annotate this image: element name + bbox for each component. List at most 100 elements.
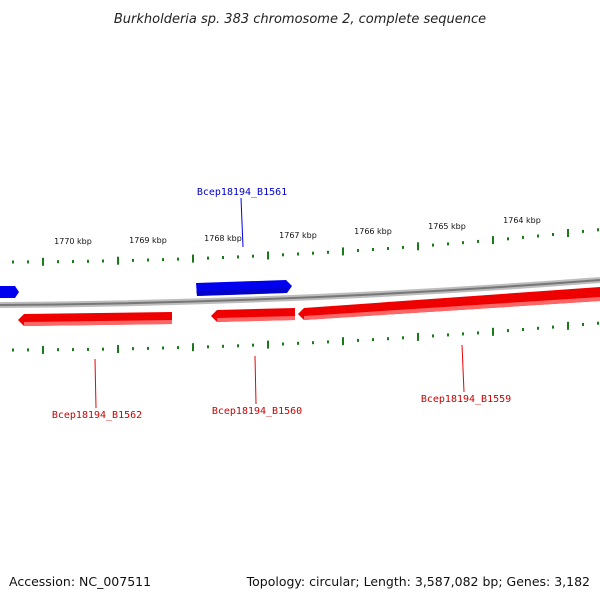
minor-tick	[522, 235, 524, 239]
minor-tick	[132, 258, 134, 262]
upper-tick-row	[12, 228, 599, 266]
minor-tick	[432, 243, 434, 247]
minor-tick	[477, 239, 479, 243]
minor-tick	[222, 344, 224, 348]
minor-tick	[237, 255, 239, 259]
minor-tick	[537, 326, 539, 330]
accession-text: Accession: NC_007511	[9, 574, 151, 589]
minor-tick	[162, 258, 164, 262]
minor-tick	[27, 348, 29, 352]
minor-tick	[312, 341, 314, 345]
minor-tick	[507, 237, 509, 241]
major-tick	[267, 251, 269, 260]
minor-tick	[447, 242, 449, 246]
leader-line-b1561	[240, 197, 244, 248]
major-tick	[492, 236, 494, 245]
minor-tick	[507, 329, 509, 333]
minor-tick	[132, 347, 134, 351]
major-tick	[42, 345, 44, 354]
major-tick	[192, 343, 194, 352]
minor-tick	[402, 245, 404, 249]
minor-tick	[297, 341, 299, 345]
gene-forward-left-edge[interactable]	[0, 286, 19, 298]
gene-label-b1562[interactable]: Bcep18194_B1562	[52, 410, 142, 421]
minor-tick	[72, 260, 74, 263]
gene-reverse-bcep18194-b1559-shade	[304, 297, 600, 320]
minor-tick	[252, 343, 254, 347]
minor-tick	[357, 249, 359, 252]
minor-tick	[312, 251, 314, 255]
minor-tick	[87, 347, 89, 351]
gene-reverse-bcep18194-b1560-shade	[217, 316, 295, 322]
scale-label-1770: 1770 kbp	[54, 237, 92, 246]
major-tick	[117, 345, 119, 353]
lower-tick-row	[12, 321, 599, 354]
minor-tick	[372, 248, 374, 251]
minor-tick	[27, 260, 29, 264]
minor-tick	[177, 346, 179, 350]
minor-tick	[87, 259, 89, 263]
minor-tick	[147, 346, 149, 350]
minor-tick	[597, 228, 599, 232]
minor-tick	[432, 334, 434, 338]
major-tick	[567, 229, 569, 237]
minor-tick	[57, 348, 59, 352]
minor-tick	[372, 338, 374, 342]
major-tick	[417, 242, 419, 251]
minor-tick	[402, 336, 404, 340]
minor-tick	[597, 321, 599, 325]
minor-tick	[537, 234, 539, 238]
scale-label-1767: 1767 kbp	[279, 231, 317, 240]
major-tick	[42, 257, 44, 266]
scale-label-1764: 1764 kbp	[503, 216, 541, 225]
gene-label-b1559[interactable]: Bcep18194_B1559	[421, 394, 511, 405]
leader-line-b1560	[254, 355, 257, 405]
minor-tick	[552, 233, 554, 236]
minor-tick	[582, 323, 584, 326]
minor-tick	[222, 256, 224, 259]
minor-tick	[162, 346, 164, 350]
minor-tick	[177, 257, 179, 261]
minor-tick	[327, 340, 329, 344]
leader-line-b1559	[461, 344, 465, 393]
scale-label-1768: 1768 kbp	[204, 234, 242, 243]
minor-tick	[282, 342, 284, 346]
major-tick	[417, 332, 419, 341]
minor-tick	[387, 337, 389, 341]
gene-forward-bcep18194-b1561[interactable]	[196, 280, 292, 296]
gene-reverse-bcep18194-b1562-shade	[24, 320, 172, 326]
minor-tick	[357, 338, 359, 342]
chromosome-backbone-core	[0, 279, 600, 306]
gene-forward-bcep18194-b1561-shade	[196, 288, 287, 296]
major-tick	[342, 247, 344, 256]
leader-line-b1562	[94, 358, 97, 409]
minor-tick	[552, 325, 554, 329]
gene-label-b1560[interactable]: Bcep18194_B1560	[212, 406, 302, 417]
minor-tick	[282, 253, 284, 257]
minor-tick	[237, 344, 239, 348]
major-tick	[342, 337, 344, 346]
major-tick	[567, 321, 569, 330]
minor-tick	[207, 345, 209, 349]
minor-tick	[447, 333, 449, 337]
major-tick	[117, 256, 119, 265]
major-tick	[492, 327, 494, 336]
minor-tick	[102, 347, 104, 351]
minor-tick	[102, 259, 104, 263]
minor-tick	[12, 348, 14, 352]
major-tick	[192, 254, 194, 263]
minor-tick	[387, 247, 389, 250]
minor-tick	[522, 328, 524, 331]
minor-tick	[327, 250, 329, 254]
scale-label-1765: 1765 kbp	[428, 222, 466, 231]
map-title: Burkholderia sp. 383 chromosome 2, compl…	[114, 12, 486, 27]
minor-tick	[462, 241, 464, 245]
gene-label-b1561[interactable]: Bcep18194_B1561	[197, 187, 287, 198]
minor-tick	[12, 260, 14, 264]
minor-tick	[252, 254, 254, 258]
minor-tick	[297, 252, 299, 256]
minor-tick	[57, 260, 59, 264]
minor-tick	[477, 331, 479, 335]
